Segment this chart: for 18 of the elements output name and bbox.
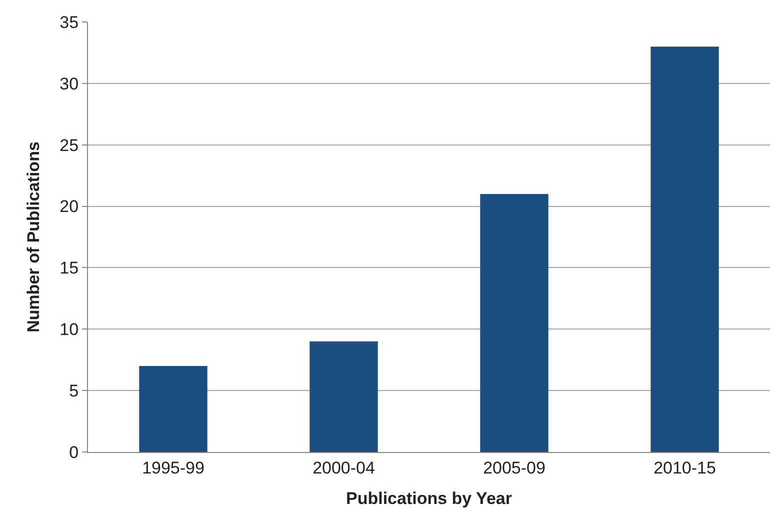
y-tick-label: 15: [60, 258, 79, 278]
y-tick-label: 10: [60, 320, 79, 340]
bar: [480, 194, 548, 452]
y-tick-label: 20: [60, 197, 79, 216]
y-tick-label: 5: [69, 382, 79, 401]
y-tick-label: 35: [60, 12, 79, 32]
x-tick-label: 1995-99: [142, 458, 204, 478]
y-tick-label: 0: [69, 442, 79, 462]
x-tick-label: 2000-04: [312, 458, 375, 478]
y-axis-title: Number of Publications: [24, 142, 44, 332]
x-axis-title: Publications by Year: [346, 488, 512, 508]
x-tick-label: 2005-09: [483, 458, 546, 478]
bar: [650, 46, 719, 452]
bar: [139, 366, 208, 452]
y-tick-label: 25: [60, 136, 79, 155]
x-tick-label: 2010-15: [654, 458, 716, 478]
bar: [310, 341, 378, 452]
y-tick-label: 30: [60, 74, 79, 94]
